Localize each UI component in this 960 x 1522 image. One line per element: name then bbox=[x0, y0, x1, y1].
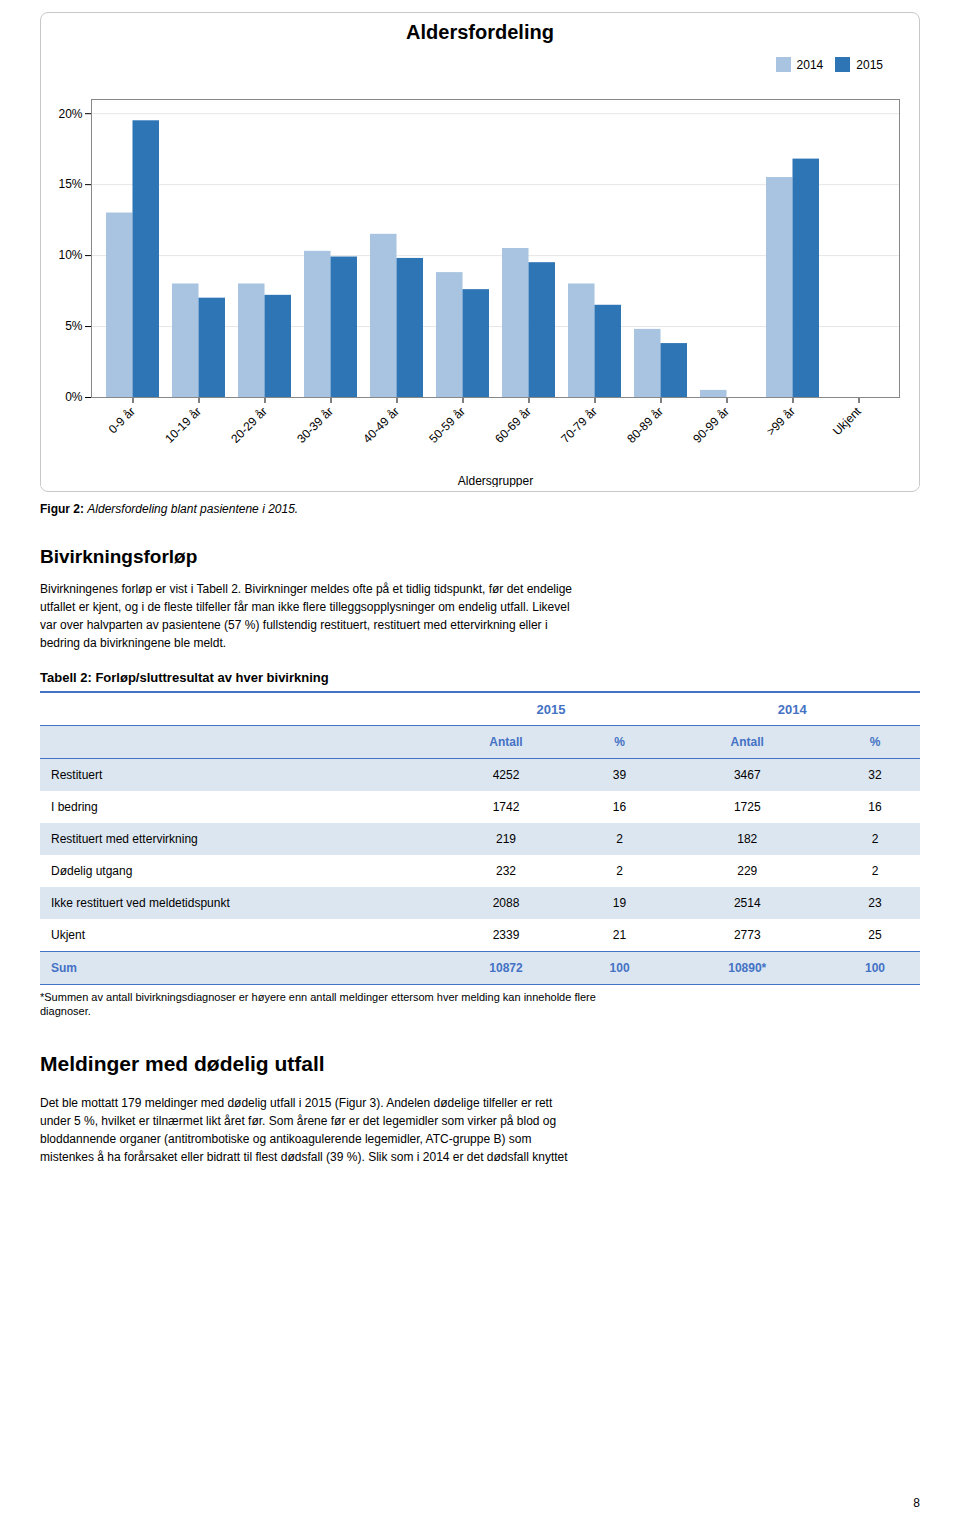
svg-text:Aldersgrupper: Aldersgrupper bbox=[458, 474, 533, 488]
html-text:25: 25 bbox=[868, 928, 882, 942]
svg-text:10-19 år: 10-19 år bbox=[162, 404, 204, 446]
html-text:Ikke restituert ved meldetidsp: Ikke restituert ved meldetidspunkt bbox=[51, 896, 230, 910]
html-text:2773: 2773 bbox=[733, 928, 761, 942]
html-text:bloddannende organer (antitrom: bloddannende organer (antitrombotiske og… bbox=[40, 1132, 532, 1146]
html-text:1725: 1725 bbox=[733, 800, 761, 814]
svg-text:50-59 år: 50-59 år bbox=[426, 404, 468, 446]
html-text:Det ble mottatt 179 meldinger: Det ble mottatt 179 meldinger med dødeli… bbox=[40, 1096, 553, 1110]
html-text:4252: 4252 bbox=[492, 768, 520, 782]
svg-text:70-79 år: 70-79 år bbox=[558, 404, 600, 446]
html-text:16: 16 bbox=[868, 800, 882, 814]
html-text:19: 19 bbox=[612, 896, 627, 910]
html-text:Antall: Antall bbox=[489, 735, 523, 749]
html-text:3467: 3467 bbox=[733, 768, 761, 782]
svg-text:30-39 år: 30-39 år bbox=[294, 404, 336, 446]
html-text:2014: 2014 bbox=[796, 57, 824, 72]
svg-text:40-49 år: 40-49 år bbox=[360, 404, 402, 446]
html-text:Aldersfordeling: Aldersfordeling bbox=[406, 21, 554, 43]
html-text:100: 100 bbox=[865, 961, 885, 975]
html-text:2: 2 bbox=[616, 832, 623, 846]
html-text:2014: 2014 bbox=[777, 701, 807, 717]
html-text:2015: 2015 bbox=[856, 57, 883, 72]
html-text:I bedring: I bedring bbox=[51, 800, 98, 814]
html-text:under 5 %, hvilket er tilnærme: under 5 %, hvilket er tilnærmet likt åre… bbox=[40, 1114, 557, 1128]
html-text:Antall: Antall bbox=[730, 735, 764, 749]
svg-text:0%: 0% bbox=[65, 390, 83, 404]
svg-text:5%: 5% bbox=[65, 319, 83, 333]
html-text:Bivirkningenes forløp er vist: Bivirkningenes forløp er vist i Tabell 2… bbox=[40, 582, 572, 596]
html-text:var over halvparten av pasient: var over halvparten av pasientene (57 %)… bbox=[40, 618, 548, 632]
html-text:Figur 2: Aldersfordeling blant: Figur 2: Aldersfordeling blant pasienten… bbox=[40, 502, 299, 516]
html-text:100: 100 bbox=[609, 961, 630, 975]
html-text:*Summen av antall bivirkningsd: *Summen av antall bivirkningsdiagnoser e… bbox=[40, 991, 596, 1003]
html-text:10890*: 10890* bbox=[728, 961, 767, 975]
html-text:2514: 2514 bbox=[733, 896, 761, 910]
svg-text:90-99 år: 90-99 år bbox=[690, 404, 732, 446]
html-text:Ukjent: Ukjent bbox=[51, 928, 85, 942]
html-text:2339: 2339 bbox=[492, 928, 520, 942]
html-text:21: 21 bbox=[612, 928, 627, 942]
html-text:16: 16 bbox=[612, 800, 627, 814]
html-text:Restituert: Restituert bbox=[51, 768, 103, 782]
html-text:Bivirkningsforløp: Bivirkningsforløp bbox=[40, 546, 198, 567]
html-text:2: 2 bbox=[871, 864, 879, 878]
html-text:Tabell 2: Forløp/sluttresultat: Tabell 2: Forløp/sluttresultat av hver b… bbox=[40, 670, 329, 685]
html-text:Sum: Sum bbox=[51, 961, 77, 975]
html-text:39: 39 bbox=[612, 768, 627, 782]
html-text:bedring da bivirkningene ble m: bedring da bivirkningene ble meldt. bbox=[40, 636, 227, 650]
html-text:Restituert med ettervirkning: Restituert med ettervirkning bbox=[51, 832, 198, 846]
html-text:32: 32 bbox=[868, 768, 882, 782]
html-text:219: 219 bbox=[496, 832, 516, 846]
html-text:23: 23 bbox=[868, 896, 882, 910]
svg-text:80-89 år: 80-89 år bbox=[624, 404, 666, 446]
html-text:10872: 10872 bbox=[489, 961, 523, 975]
html-text:232: 232 bbox=[496, 864, 516, 878]
html-text:2088: 2088 bbox=[492, 896, 520, 910]
html-text:8: 8 bbox=[913, 1496, 920, 1510]
svg-text:0-9 år: 0-9 år bbox=[106, 404, 138, 436]
html-text:1742: 1742 bbox=[492, 800, 520, 814]
html-text:2: 2 bbox=[616, 864, 623, 878]
html-text:229: 229 bbox=[737, 864, 758, 878]
svg-text:20-29 år: 20-29 år bbox=[228, 404, 270, 446]
svg-text:20%: 20% bbox=[58, 107, 82, 121]
html-text:Meldinger med dødelig utfall: Meldinger med dødelig utfall bbox=[40, 1052, 325, 1075]
svg-text:Ukjent: Ukjent bbox=[830, 404, 864, 438]
html-text:2015: 2015 bbox=[536, 701, 566, 717]
html-text:2: 2 bbox=[871, 832, 879, 846]
html-text:mistenkes å ha forårsaket elle: mistenkes å ha forårsaket eller bidratt … bbox=[40, 1150, 568, 1164]
svg-text:>99 år: >99 år bbox=[764, 404, 798, 438]
svg-text:15%: 15% bbox=[58, 177, 82, 191]
svg-text:10%: 10% bbox=[58, 248, 82, 262]
html-text:diagnoser.: diagnoser. bbox=[40, 1005, 91, 1017]
html-text:utfallet er kjent, og i de fle: utfallet er kjent, og i de fleste tilfel… bbox=[40, 600, 570, 614]
html-text:182: 182 bbox=[737, 832, 758, 846]
html-text:Dødelig utgang: Dødelig utgang bbox=[51, 864, 133, 878]
svg-text:60-69 år: 60-69 år bbox=[492, 404, 534, 446]
